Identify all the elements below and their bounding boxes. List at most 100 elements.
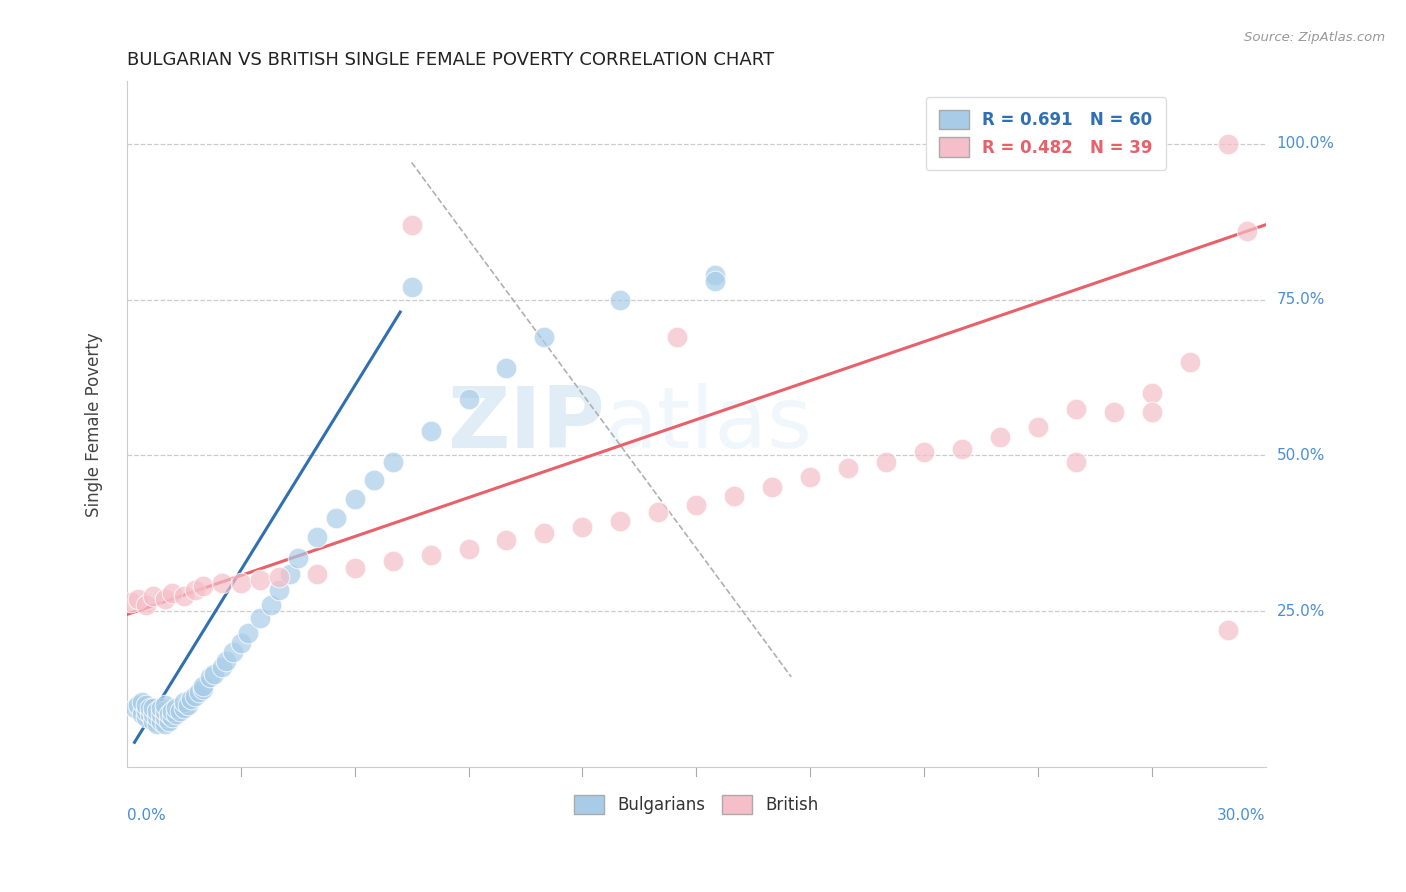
Point [1102,136,1125,151]
Text: 30.0%: 30.0% [1218,808,1265,823]
Point [202,666,225,681]
Point [191,679,214,693]
Point [685,499,707,513]
Point [127,591,149,606]
Text: 0.0%: 0.0% [127,808,166,823]
Point [191,579,214,593]
Point [305,566,328,581]
Point [875,455,897,469]
Text: 50.0%: 50.0% [1277,448,1324,463]
Point [609,293,631,307]
Text: 25.0%: 25.0% [1277,604,1324,619]
Point [305,530,328,544]
Point [249,573,271,587]
Point [666,330,689,344]
Point [146,716,169,731]
Point [150,714,173,728]
Point [142,589,165,603]
Point [131,707,153,722]
Point [533,526,555,541]
Point [229,635,252,649]
Point [1064,401,1087,416]
Legend: Bulgarians, British: Bulgarians, British [568,789,825,821]
Point [723,489,745,503]
Point [184,582,207,597]
Point [495,533,517,547]
Point [457,541,479,556]
Point [150,701,173,715]
Text: 100.0%: 100.0% [1277,136,1334,152]
Point [1216,136,1239,151]
Point [419,548,441,562]
Point [419,424,441,438]
Point [325,511,347,525]
Point [135,704,157,718]
Point [173,701,195,715]
Point [1216,623,1239,637]
Point [1102,405,1125,419]
Text: ZIP: ZIP [447,383,605,466]
Point [249,610,271,624]
Point [267,582,290,597]
Point [191,682,214,697]
Point [267,570,290,584]
Point [150,707,173,722]
Point [184,689,207,703]
Point [165,707,187,722]
Point [138,707,160,722]
Point [1140,405,1163,419]
Point [704,274,727,288]
Point [173,695,195,709]
Point [1178,355,1201,369]
Point [343,492,366,507]
Point [229,576,252,591]
Point [180,691,202,706]
Point [162,710,184,724]
Point [127,698,149,712]
Text: 75.0%: 75.0% [1277,292,1324,307]
Point [214,654,236,668]
Point [146,704,169,718]
Point [135,698,157,712]
Point [401,218,423,232]
Point [343,560,366,574]
Point [176,698,198,712]
Point [165,701,187,715]
Point [153,716,176,731]
Point [457,392,479,407]
Point [173,589,195,603]
Point [363,474,385,488]
Point [381,455,404,469]
Point [153,704,176,718]
Point [138,701,160,715]
Point [761,480,783,494]
Text: BULGARIAN VS BRITISH SINGLE FEMALE POVERTY CORRELATION CHART: BULGARIAN VS BRITISH SINGLE FEMALE POVER… [127,51,775,69]
Point [704,268,727,282]
Point [211,660,233,674]
Point [135,710,157,724]
Point [120,595,142,609]
Point [131,695,153,709]
Point [950,442,973,457]
Point [799,470,821,484]
Point [495,361,517,376]
Point [988,430,1011,444]
Point [153,710,176,724]
Text: atlas: atlas [605,383,813,466]
Point [142,707,165,722]
Point [401,280,423,294]
Point [142,701,165,715]
Point [381,554,404,568]
Point [1026,420,1049,434]
Point [260,598,283,612]
Point [162,704,184,718]
Point [278,566,301,581]
Point [157,707,180,722]
Point [146,710,169,724]
Point [571,520,593,534]
Point [837,461,859,475]
Point [188,685,211,699]
Point [124,701,146,715]
Point [169,704,191,718]
Point [162,585,184,599]
